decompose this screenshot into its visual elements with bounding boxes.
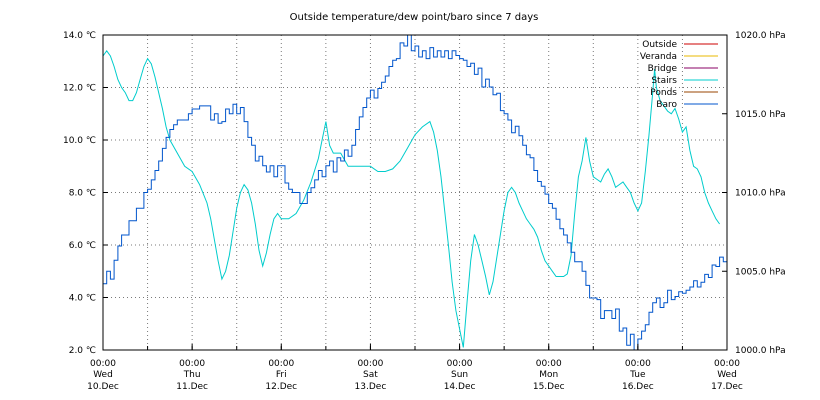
legend-label-veranda: Veranda — [640, 52, 677, 62]
legend: Outside Veranda Bridge Stairs Ponds Baro — [640, 40, 718, 110]
x-tick-time: 00:00 — [179, 359, 205, 369]
axes: 2.0 ℃ 4.0 ℃ 6.0 ℃ 8.0 ℃ 10.0 ℃ 12.0 ℃ 14.0 ℃ 10… — [63, 31, 786, 392]
x-tick-time: 00:00 — [268, 359, 294, 369]
x-tick-time: 00:00 — [357, 359, 383, 369]
x-tick-day: Thu — [183, 370, 201, 380]
y-left-tick-label: 2.0 ℃ — [69, 346, 96, 356]
y-right-tick-label: 1000.0 hPa — [735, 346, 786, 356]
x-tick-day: Wed — [93, 370, 113, 380]
x-tick-date: 17.Dec — [711, 382, 743, 392]
x-tick-time: 00:00 — [625, 359, 651, 369]
grid — [103, 35, 727, 350]
legend-label-baro: Baro — [656, 100, 677, 110]
x-tick-day: Tue — [629, 370, 646, 380]
y-right-tick-label: 1020.0 hPa — [735, 31, 786, 41]
x-tick-date: 10.Dec — [87, 382, 119, 392]
x-tick-day: Sun — [451, 370, 468, 380]
y-right-tick-label: 1015.0 hPa — [735, 110, 786, 120]
x-tick-time: 00:00 — [536, 359, 562, 369]
y-left-tick-label: 4.0 ℃ — [69, 294, 96, 304]
y-left-tick-label: 6.0 ℃ — [69, 241, 96, 251]
series-line-stairs — [102, 49, 721, 348]
y-left-tick-label: 8.0 ℃ — [69, 189, 96, 199]
x-tick-date: 15.Dec — [533, 382, 565, 392]
x-tick-date: 16.Dec — [622, 382, 654, 392]
x-tick-date: 13.Dec — [355, 382, 387, 392]
x-tick-day: Wed — [717, 370, 737, 380]
x-tick-date: 11.Dec — [176, 382, 208, 392]
y-right-tick-label: 1010.0 hPa — [735, 189, 786, 199]
legend-label-ponds: Ponds — [650, 88, 677, 98]
y-left-tick-label: 10.0 ℃ — [63, 136, 96, 146]
y-right-tick-label: 1005.0 hPa — [735, 267, 786, 277]
x-tick-time: 00:00 — [447, 359, 473, 369]
y-left-tick-label: 14.0 ℃ — [63, 31, 96, 41]
x-tick-date: 12.Dec — [265, 382, 297, 392]
legend-label-stairs: Stairs — [651, 76, 677, 86]
series-line-baro — [103, 34, 728, 351]
legend-label-bridge: Bridge — [648, 64, 678, 74]
x-tick-day: Fri — [276, 370, 287, 380]
x-tick-day: Sat — [363, 370, 378, 380]
x-tick-day: Mon — [539, 370, 558, 380]
x-tick-time: 00:00 — [714, 359, 740, 369]
legend-label-outside: Outside — [642, 40, 677, 50]
y-left-tick-label: 12.0 ℃ — [63, 84, 96, 94]
x-tick-date: 14.Dec — [444, 382, 476, 392]
chart-title: Outside temperature/dew point/baro since… — [290, 12, 539, 23]
series-layer — [102, 34, 728, 351]
x-tick-time: 00:00 — [90, 359, 116, 369]
